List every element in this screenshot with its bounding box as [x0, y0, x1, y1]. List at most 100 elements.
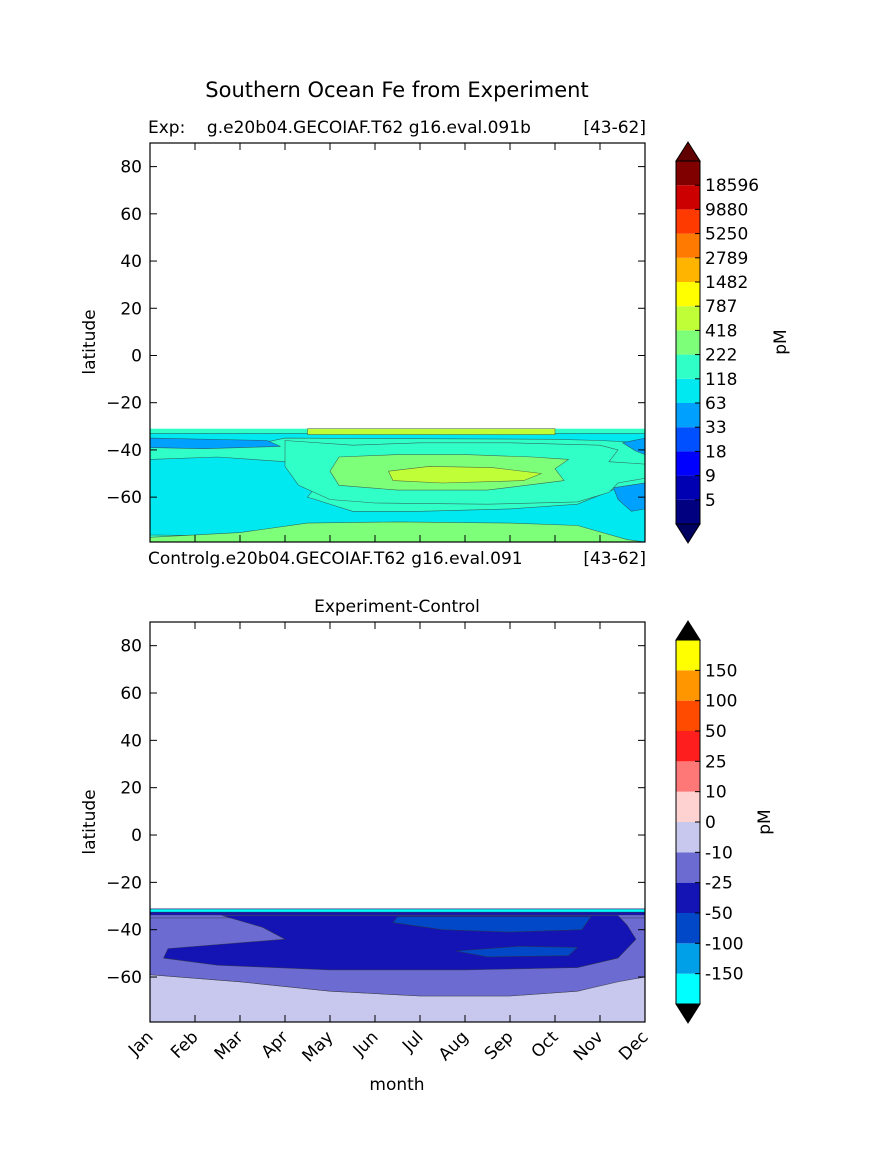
colorbar-tick-label: 787 [705, 297, 737, 317]
colorbar-tick-label: 418 [705, 321, 737, 341]
x-tick-label: Mar [211, 1027, 248, 1064]
colorbar-tick-label: 118 [705, 370, 737, 390]
x-tick-label: Nov [570, 1027, 608, 1065]
colorbar-segment [676, 233, 700, 258]
colorbar-tick-label: 222 [705, 346, 737, 366]
difference-y-axis-label: latitude [80, 789, 100, 854]
colorbar-tick-label: 25 [705, 752, 727, 772]
experiment-y-axis-label: latitude [80, 309, 100, 374]
y-tick-label: −40 [106, 921, 142, 941]
colorbar-segment [676, 209, 700, 234]
colorbar-segment [676, 330, 700, 355]
contour-band-3 [149, 521, 646, 543]
experiment-colorbar: 5 9 18 33 63 118 222 418 787 1482 2789 5250 9880 1859… [675, 141, 759, 544]
difference-panel-title: Experiment-Control [314, 597, 480, 617]
colorbar-segment [676, 670, 700, 701]
colorbar-segment [676, 185, 700, 210]
colorbar-segment [676, 973, 700, 1004]
y-tick-label: −60 [106, 488, 142, 508]
colorbar-tick-label: -50 [705, 904, 733, 924]
x-tick-label: Sep [481, 1027, 518, 1064]
colorbar-segment [676, 427, 700, 452]
colorbar-tick-label: 0 [705, 813, 716, 833]
y-tick-label: −20 [106, 873, 142, 893]
colorbar-tick-label: -10 [705, 843, 733, 863]
y-tick-label: −20 [106, 394, 142, 414]
colorbar-tick-label: 33 [705, 418, 727, 438]
control-year-range: [43-62] [583, 549, 646, 569]
experiment-colorbar-label: pM [771, 329, 791, 354]
colorbar-segment [676, 822, 700, 853]
colorbar-segment [676, 640, 700, 671]
experiment-year-range: [43-62] [583, 118, 646, 138]
x-tick-label: Jul [398, 1027, 427, 1056]
colorbar-segment [676, 475, 700, 500]
colorbar-segment [676, 306, 700, 331]
colorbar-segment [676, 761, 700, 792]
colorbar-segment [676, 161, 700, 186]
colorbar-segment [676, 731, 700, 762]
contour-band-10 [307, 428, 556, 435]
colorbar-segment [676, 403, 700, 428]
contour-band-6 [149, 911, 646, 916]
plot-frame [149, 621, 646, 1023]
x-tick-label: Jan [124, 1027, 157, 1060]
contour-band-5 [149, 908, 646, 913]
colorbar-over-arrow [675, 620, 701, 641]
colorbar-segment [676, 791, 700, 822]
difference-colorbar-label: pM [755, 809, 775, 834]
colorbar-tick-label: 50 [705, 722, 727, 742]
colorbar-tick-label: 150 [705, 661, 737, 681]
colorbar-segment [676, 378, 700, 403]
colorbar-tick-label: -100 [705, 934, 744, 954]
y-tick-label: 40 [120, 252, 142, 272]
contour-band-3 [392, 916, 592, 933]
colorbar-segment [676, 882, 700, 913]
contour-band-2 [613, 482, 646, 512]
colorbar-tick-label: 5250 [705, 225, 748, 245]
colorbar-tick-label: 9 [705, 467, 716, 487]
colorbar-over-arrow [675, 141, 701, 162]
colorbar-segment [676, 257, 700, 282]
colorbar-segment [676, 282, 700, 307]
figure-title: Southern Ocean Fe from Experiment [205, 78, 588, 102]
colorbar-segment [676, 499, 700, 524]
colorbar-tick-label: 2789 [705, 249, 748, 269]
x-tick-label: Feb [167, 1027, 202, 1062]
colorbar-tick-label: 18 [705, 442, 727, 462]
colorbar-segment [676, 913, 700, 944]
x-tick-label: Apr [258, 1027, 293, 1062]
contour-band-6 [388, 466, 542, 484]
contour-band-4 [455, 945, 579, 958]
colorbar-tick-label: -25 [705, 874, 733, 894]
colorbar-tick-label: 10 [705, 783, 727, 803]
colorbar-segment [676, 354, 700, 379]
experiment-case-label: Exp: g.e20b04.GECOIAF.T62 g16.eval.091b [148, 118, 531, 138]
y-tick-label: 20 [120, 299, 142, 319]
colorbar-under-arrow [675, 523, 701, 544]
colorbar-tick-label: 100 [705, 692, 737, 712]
x-tick-label: Jun [349, 1027, 383, 1061]
experiment-panel: Exp: g.e20b04.GECOIAF.T62 g16.eval.091b … [80, 118, 791, 544]
y-tick-label: 40 [120, 731, 142, 751]
colorbar-tick-label: 1482 [705, 273, 748, 293]
x-tick-label: Dec [615, 1027, 652, 1064]
colorbar-tick-label: 5 [705, 491, 716, 511]
colorbar-segment [676, 943, 700, 974]
colorbar-segment [676, 700, 700, 731]
y-tick-label: 20 [120, 779, 142, 799]
difference-panel: Controlg.e20b04.GECOIAF.T62 g16.eval.091… [80, 549, 775, 1095]
x-tick-label: May [299, 1027, 338, 1066]
colorbar-tick-label: 63 [705, 394, 727, 414]
colorbar-outline [675, 160, 701, 525]
colorbar-tick-label: -150 [705, 965, 744, 985]
y-tick-label: 0 [131, 346, 142, 366]
x-tick-label: Oct [528, 1027, 563, 1062]
colorbar-tick-label: 9880 [705, 200, 748, 220]
x-axis-label: month [369, 1075, 424, 1095]
x-tick-label: Aug [435, 1027, 473, 1065]
y-tick-label: 80 [120, 637, 142, 657]
difference-plot-area: 80 60 40 20 0 −20 −40 −60 Jan Feb Mar Apr May Jun Jul A… [106, 621, 653, 1066]
